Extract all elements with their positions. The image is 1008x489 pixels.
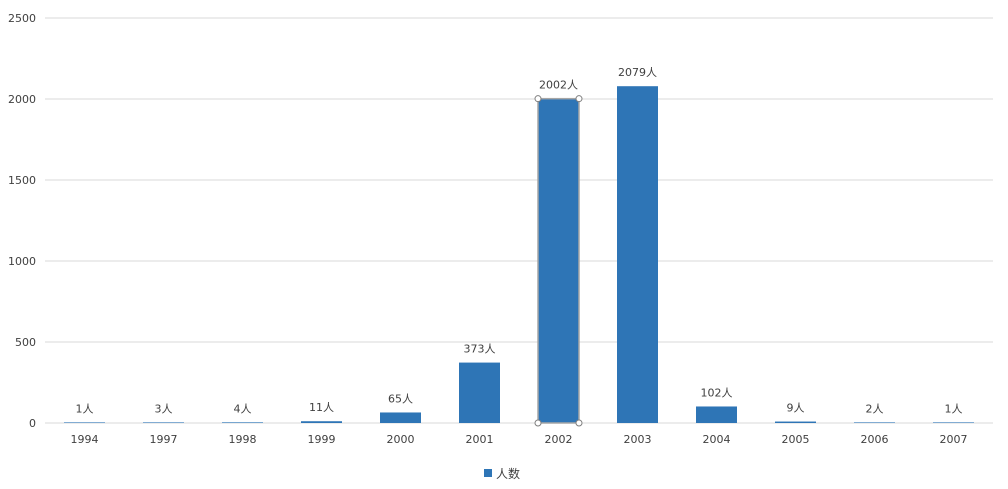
bar-2001[interactable] xyxy=(459,362,500,423)
bar-1994[interactable] xyxy=(64,422,105,423)
y-axis-ticks: 0 500 1000 1500 2000 2500 xyxy=(8,12,36,430)
bar-1999[interactable] xyxy=(301,421,342,423)
data-label-1999: 11人 xyxy=(309,401,334,414)
bar-2000[interactable] xyxy=(380,412,421,423)
x-axis-ticks: 1994 1997 1998 1999 2000 2001 2002 2003 2004 2005… xyxy=(71,433,968,446)
y-tick-label: 500 xyxy=(15,336,36,349)
x-tick-label: 1998 xyxy=(229,433,257,446)
data-label-1997: 3人 xyxy=(155,402,173,415)
data-label-2000: 65人 xyxy=(388,392,413,405)
x-tick-label: 1994 xyxy=(71,433,99,446)
x-tick-label: 1997 xyxy=(150,433,178,446)
bar-2005[interactable] xyxy=(775,421,816,423)
data-label-1994: 1人 xyxy=(76,402,94,415)
bar-1997[interactable] xyxy=(143,422,184,423)
bar-2006[interactable] xyxy=(854,422,895,423)
x-tick-label: 1999 xyxy=(308,433,336,446)
y-tick-label: 0 xyxy=(29,417,36,430)
x-tick-label: 2003 xyxy=(624,433,652,446)
legend[interactable]: 人数 xyxy=(484,466,520,481)
bar-2002[interactable] xyxy=(538,98,579,424)
data-label-2003: 2079人 xyxy=(618,66,657,79)
data-label-2004: 102人 xyxy=(701,386,733,399)
selection-outline xyxy=(537,97,580,424)
selection-handle[interactable] xyxy=(575,95,583,103)
x-tick-label: 2006 xyxy=(861,433,889,446)
bars xyxy=(64,86,974,424)
legend-label: 人数 xyxy=(496,466,520,481)
bar-2004[interactable] xyxy=(696,406,737,423)
y-tick-label: 2500 xyxy=(8,12,36,25)
y-tick-label: 1500 xyxy=(8,174,36,187)
gridlines xyxy=(45,17,993,424)
x-tick-label: 2004 xyxy=(703,433,731,446)
selection-handles xyxy=(534,95,583,427)
x-tick-label: 2002 xyxy=(545,433,573,446)
data-label-1998: 4人 xyxy=(234,402,252,415)
x-tick-label: 2005 xyxy=(782,433,810,446)
data-labels: 1人 3人 4人 11人 65人 373人 2002人 2079人 102人 9人 2人 1人 xyxy=(76,66,963,415)
data-label-2007: 1人 xyxy=(945,402,963,415)
x-tick-label: 2000 xyxy=(387,433,415,446)
bar-2003[interactable] xyxy=(617,86,658,424)
selection-handle[interactable] xyxy=(534,95,542,103)
x-tick-label: 2001 xyxy=(466,433,494,446)
y-tick-label: 1000 xyxy=(8,255,36,268)
selection-handle[interactable] xyxy=(575,419,583,427)
data-label-2006: 2人 xyxy=(866,402,884,415)
bar-2007[interactable] xyxy=(933,422,974,423)
x-tick-label: 2007 xyxy=(940,433,968,446)
selection-handle[interactable] xyxy=(534,419,542,427)
data-label-2002: 2002人 xyxy=(539,79,578,92)
y-tick-label: 2000 xyxy=(8,93,36,106)
data-label-2001: 373人 xyxy=(464,343,496,356)
bar-1998[interactable] xyxy=(222,422,263,423)
data-label-2005: 9人 xyxy=(787,402,805,415)
legend-swatch xyxy=(484,469,492,477)
